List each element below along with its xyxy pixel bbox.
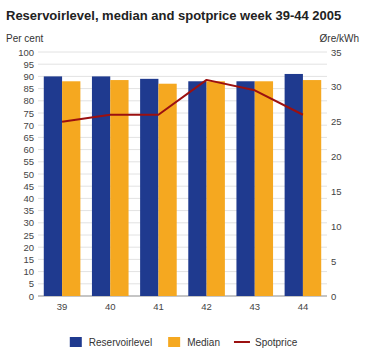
y-tick-label: 5 <box>29 278 34 289</box>
legend-swatch <box>70 337 82 347</box>
x-tick-label: 44 <box>298 301 309 312</box>
legend-label: Median <box>187 337 220 348</box>
grid-line <box>38 76 327 77</box>
grid-line <box>38 64 327 65</box>
x-tick-label: 43 <box>249 301 260 312</box>
y2-tick-label: 20 <box>331 151 342 162</box>
grid-line <box>38 149 327 150</box>
grid-line <box>38 235 327 236</box>
y-tick-label: 50 <box>23 169 34 180</box>
bar <box>140 79 158 296</box>
grid-line <box>38 271 327 272</box>
y-tick-label: 90 <box>23 71 34 82</box>
y-axis-label: Per cent <box>6 33 43 44</box>
legend-swatch <box>234 341 250 343</box>
bar <box>303 80 321 296</box>
x-axis-line <box>38 296 327 297</box>
x-tick-label: 42 <box>201 301 212 312</box>
bar <box>255 81 273 296</box>
y-tick-label: 35 <box>23 205 34 216</box>
grid-line <box>38 222 327 223</box>
bar <box>236 81 254 296</box>
y-tick-label: 85 <box>23 83 34 94</box>
y-tick-label: 80 <box>23 95 34 106</box>
grid-line <box>38 259 327 260</box>
y-tick-label: 60 <box>23 144 34 155</box>
y-tick-label: 55 <box>23 156 34 167</box>
y-tick-label: 20 <box>23 242 34 253</box>
grid-line <box>38 210 327 211</box>
grid-line <box>38 161 327 162</box>
plot-area <box>44 74 321 296</box>
background <box>0 0 365 360</box>
bar <box>92 76 110 296</box>
grid <box>38 52 327 296</box>
y2-tick-label: 0 <box>331 291 336 302</box>
y2-axis-label: Øre/kWh <box>320 33 359 44</box>
bar <box>207 81 225 296</box>
y-tick-label: 100 <box>18 47 34 58</box>
y-tick-label: 0 <box>29 291 34 302</box>
grid-line <box>38 113 327 114</box>
legend: Reservoirlevel Median Spotprice <box>70 337 298 348</box>
y-tick-label: 10 <box>23 266 34 277</box>
line <box>62 80 303 122</box>
y-tick-label: 40 <box>23 193 34 204</box>
legend-label: Reservoirlevel <box>89 337 152 348</box>
y-tick-label: 45 <box>23 181 34 192</box>
title: Reservoirlevel, median and spotprice wee… <box>6 8 341 23</box>
legend-label: Spotprice <box>255 337 298 348</box>
bar <box>110 80 128 296</box>
y2-tick-label: 5 <box>331 256 336 267</box>
y-tick-label: 65 <box>23 132 34 143</box>
grid-line <box>38 247 327 248</box>
grid-line <box>38 52 327 53</box>
x-tick-label: 39 <box>57 301 68 312</box>
grid-line <box>38 198 327 199</box>
y-tick-label: 75 <box>23 108 34 119</box>
y2-tick-label: 10 <box>331 221 342 232</box>
legend-swatch <box>168 337 180 347</box>
y2-tick-label: 15 <box>331 186 342 197</box>
chart: Reservoirlevel, median and spotprice wee… <box>0 0 365 360</box>
bar <box>158 84 176 296</box>
grid-line <box>38 137 327 138</box>
y-tick-label: 70 <box>23 120 34 131</box>
y2-tick-label: 30 <box>331 81 342 92</box>
grid-line <box>38 283 327 284</box>
y-tick-label: 95 <box>23 59 34 70</box>
y-tick-label: 30 <box>23 217 34 228</box>
grid-line <box>38 186 327 187</box>
bar-series <box>44 74 303 296</box>
grid-line <box>38 88 327 89</box>
legend-item: Median <box>168 337 220 348</box>
bar <box>62 81 80 296</box>
bar <box>188 81 206 296</box>
grid-line <box>38 174 327 175</box>
x-tick-label: 40 <box>105 301 116 312</box>
grid-line <box>38 125 327 126</box>
y-tick-label: 15 <box>23 254 34 265</box>
grid-line <box>38 100 327 101</box>
bar-series <box>62 80 321 296</box>
bar <box>44 76 62 296</box>
grid-line <box>38 296 327 297</box>
legend-item: Spotprice <box>234 337 298 348</box>
x-tick-label: 41 <box>153 301 164 312</box>
y2-tick-label: 25 <box>331 116 342 127</box>
legend-item: Reservoirlevel <box>70 337 152 348</box>
y2-tick-label: 35 <box>331 47 342 58</box>
y-tick-label: 25 <box>23 230 34 241</box>
